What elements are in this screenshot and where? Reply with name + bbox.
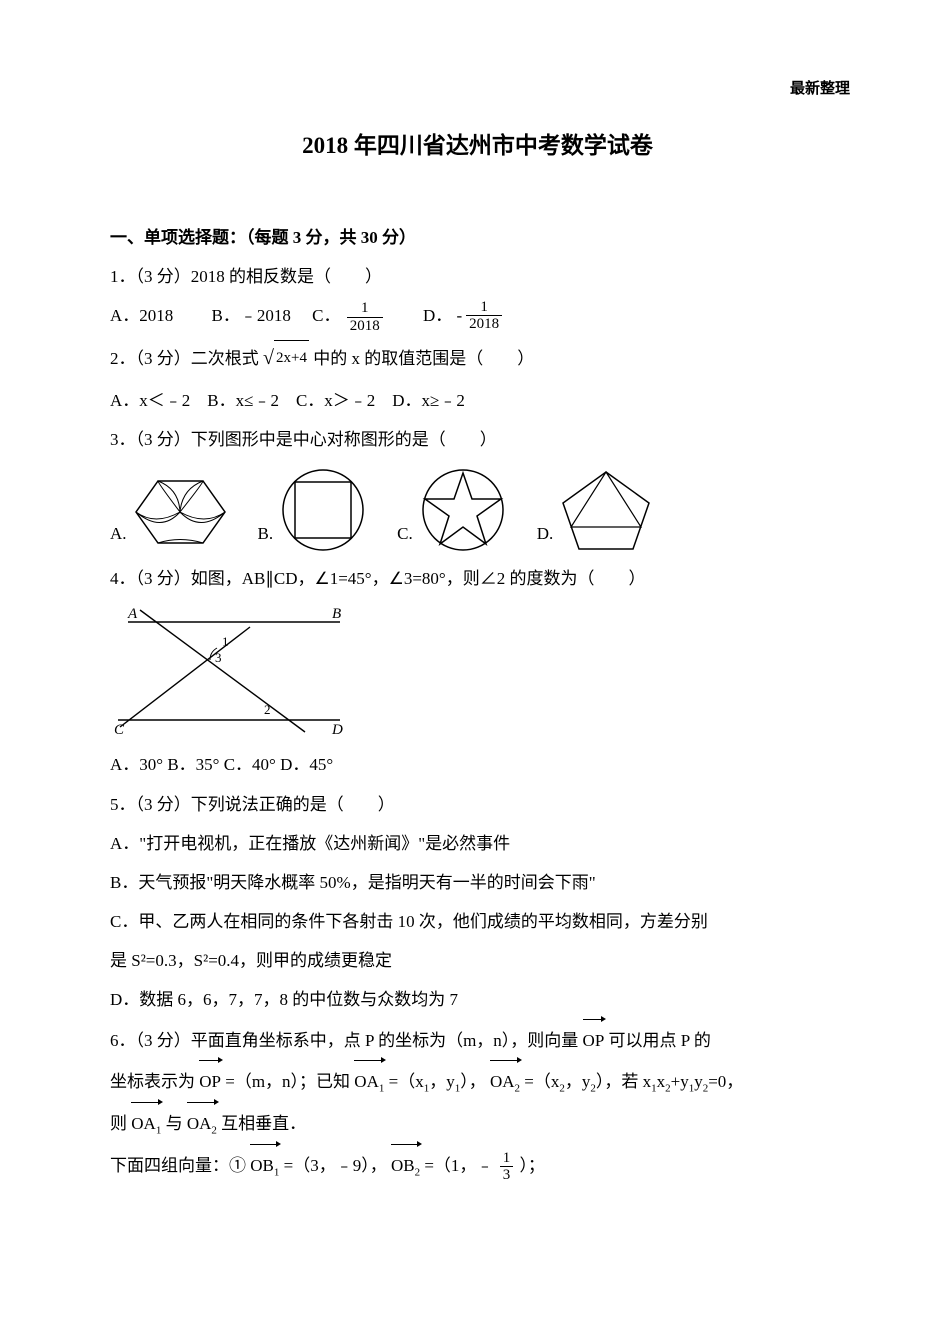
q3-fig-a: A. bbox=[110, 471, 228, 553]
question-1-stem: 1．（3 分）2018 的相反数是（ ） bbox=[110, 257, 845, 296]
q1-opt-b: B．﹣2018 bbox=[212, 306, 291, 325]
label-b: B bbox=[332, 606, 341, 622]
document-page: 最新整理 2018 年四川省达州市中考数学试卷 一、单项选择题：（每题 3 分，… bbox=[0, 0, 945, 1337]
pentagon-triangle-icon bbox=[559, 467, 654, 553]
question-3-stem: 3．（3 分）下列图形中是中心对称图形的是（ ） bbox=[110, 420, 845, 459]
q1-opt-c-prefix: C． bbox=[312, 306, 340, 325]
q3-label-d: D. bbox=[537, 514, 554, 553]
circle-star-icon bbox=[419, 467, 507, 553]
circle-square-icon bbox=[279, 467, 367, 553]
question-6-line3: 则 OA1 与 OA2 互相垂直． bbox=[110, 1102, 845, 1144]
vector-ob1: OB1 bbox=[250, 1144, 279, 1186]
minus-sign: - bbox=[457, 296, 463, 335]
angle-1: 1 bbox=[222, 634, 229, 649]
q3-fig-c: C. bbox=[397, 467, 507, 553]
vector-oa1: OA1 bbox=[354, 1060, 384, 1102]
q6-l1b: 可以用点 P 的 bbox=[609, 1031, 711, 1050]
q6-l2a: 坐标表示为 bbox=[110, 1072, 195, 1091]
q6-l2c: =（x bbox=[389, 1072, 424, 1091]
header-tag: 最新整理 bbox=[790, 72, 850, 107]
question-2-stem: 2．（3 分）二次根式 √ 2x+4 中的 x 的取值范围是（ ） bbox=[110, 335, 845, 381]
section-1-heading: 一、单项选择题：（每题 3 分，共 30 分） bbox=[110, 218, 845, 257]
q6-fraction: 1 3 bbox=[500, 1150, 514, 1184]
question-1-options: A．2018 B．﹣2018 C． 1 2018 D． - 1 2018 bbox=[110, 296, 845, 335]
question-5-stem: 5．（3 分）下列说法正确的是（ ） bbox=[110, 785, 845, 824]
label-c: C bbox=[114, 722, 125, 737]
question-3-figures: A. B. C. D. bbox=[110, 467, 845, 553]
angle-3: 3 bbox=[215, 650, 222, 665]
question-4-diagram: A B C D 1 3 2 bbox=[110, 602, 845, 737]
question-4-options: A．30° B．35° C．40° D．45° bbox=[110, 745, 845, 784]
q3-fig-b: B. bbox=[258, 467, 368, 553]
vector-oa2: OA2 bbox=[490, 1060, 520, 1102]
q1-c-denominator: 2018 bbox=[347, 318, 383, 335]
q1-c-numerator: 1 bbox=[347, 300, 383, 318]
sqrt-expression: √ 2x+4 bbox=[263, 335, 309, 381]
label-a: A bbox=[127, 606, 138, 622]
q3-label-a: A. bbox=[110, 514, 127, 553]
q1-d-numerator: 1 bbox=[466, 299, 502, 317]
q5-opt-c-2: 是 S²=0.3，S²=0.4，则甲的成绩更稳定 bbox=[110, 941, 845, 980]
q2-stem-b: 中的 x 的取值范围是（ ） bbox=[313, 349, 534, 368]
radical-sign: √ bbox=[263, 335, 274, 381]
q3-fig-d: D. bbox=[537, 467, 655, 553]
q1-d-denominator: 2018 bbox=[466, 316, 502, 333]
label-d: D bbox=[331, 722, 343, 737]
question-6-line4: 下面四组向量：① OB1 =（3，﹣9）， OB2 =（1，﹣ 1 3 ）； bbox=[110, 1144, 845, 1186]
vector-oa1-b: OA1 bbox=[131, 1102, 161, 1144]
vector-ob2: OB2 bbox=[391, 1144, 420, 1186]
q2-stem-a: 2．（3 分）二次根式 bbox=[110, 349, 259, 368]
q1-opt-d-fraction: - 1 2018 bbox=[457, 296, 505, 335]
parallel-lines-diagram: A B C D 1 3 2 bbox=[110, 602, 360, 737]
vector-op: OP bbox=[583, 1019, 605, 1060]
q5-opt-d: D．数据 6，6，7，7，8 的中位数与众数均为 7 bbox=[110, 980, 845, 1019]
q3-label-b: B. bbox=[258, 514, 274, 553]
question-2-options: A．x＜﹣2 B．x≤﹣2 C．x＞﹣2 D．x≥﹣2 bbox=[110, 381, 845, 420]
question-4-stem: 4．（3 分）如图，AB∥CD，∠1=45°，∠3=80°，则∠2 的度数为（ … bbox=[110, 559, 845, 598]
q6-l1a: 6．（3 分）平面直角坐标系中，点 P 的坐标为（m，n），则向量 bbox=[110, 1031, 578, 1050]
q5-opt-b: B．天气预报"明天降水概率 50%，是指明天有一半的时间会下雨" bbox=[110, 863, 845, 902]
q1-opt-c-fraction: 1 2018 bbox=[347, 300, 383, 334]
angle-2: 2 bbox=[264, 702, 271, 717]
q6-l2b: =（m，n）；已知 bbox=[225, 1072, 350, 1091]
q1-opt-a: A．2018 bbox=[110, 306, 173, 325]
q1-opt-d-prefix: D． bbox=[423, 306, 452, 325]
question-6-line2: 坐标表示为 OP =（m，n）；已知 OA1 =（x1，y1）， OA2 =（x… bbox=[110, 1060, 845, 1102]
q3-label-c: C. bbox=[397, 514, 413, 553]
q5-opt-c-1: C．甲、乙两人在相同的条件下各射击 10 次，他们成绩的平均数相同，方差分别 bbox=[110, 902, 845, 941]
exam-title: 2018 年四川省达州市中考数学试卷 bbox=[110, 120, 845, 173]
vector-oa2-b: OA2 bbox=[187, 1102, 217, 1144]
radicand: 2x+4 bbox=[274, 340, 309, 376]
hexagon-leaf-icon bbox=[133, 471, 228, 553]
q5-opt-a: A．"打开电视机，正在播放《达州新闻》"是必然事件 bbox=[110, 824, 845, 863]
